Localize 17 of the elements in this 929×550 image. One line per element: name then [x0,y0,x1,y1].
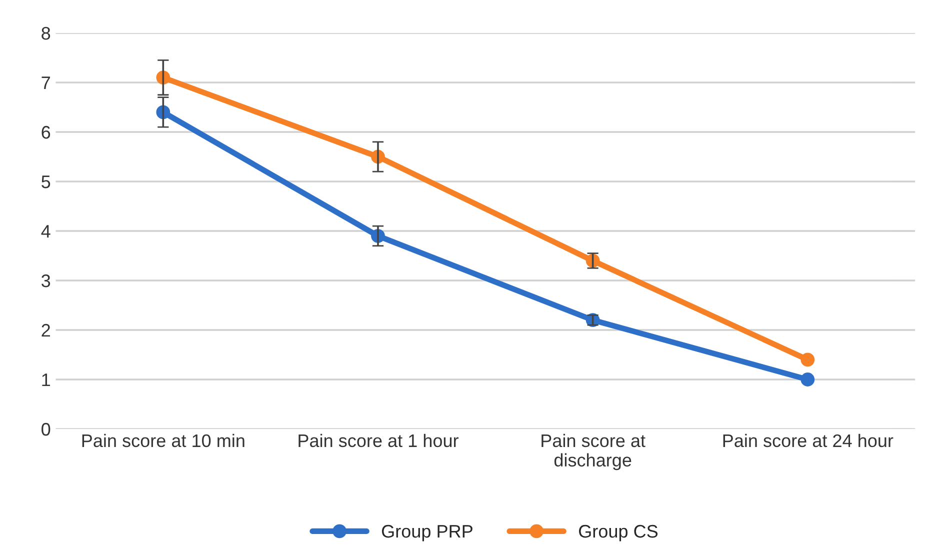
y-tick-label: 0 [42,422,50,436]
point [800,372,815,386]
y-tick-label: 4 [41,225,50,238]
legend-label: Group PRP [382,524,472,542]
x-tick-label: Pain score at 1 hour [298,434,458,448]
y-tick-label: 6 [42,126,50,139]
y-tick-label: 5 [42,176,50,188]
x-tick-label: Pain score at discharge [542,434,646,470]
point [800,352,815,367]
y-tick-label: 2 [42,324,50,337]
x-tick-label: Pain score at 10 min [82,434,244,448]
x-tick-label: Pain score at 24 hour [723,434,894,448]
y-tick-label: 1 [42,374,50,386]
y-tick-label: 3 [42,274,50,288]
y-tick-label: 7 [42,76,50,90]
y-tick-label: 8 [42,26,50,40]
legend-label: Group CS [579,524,658,542]
